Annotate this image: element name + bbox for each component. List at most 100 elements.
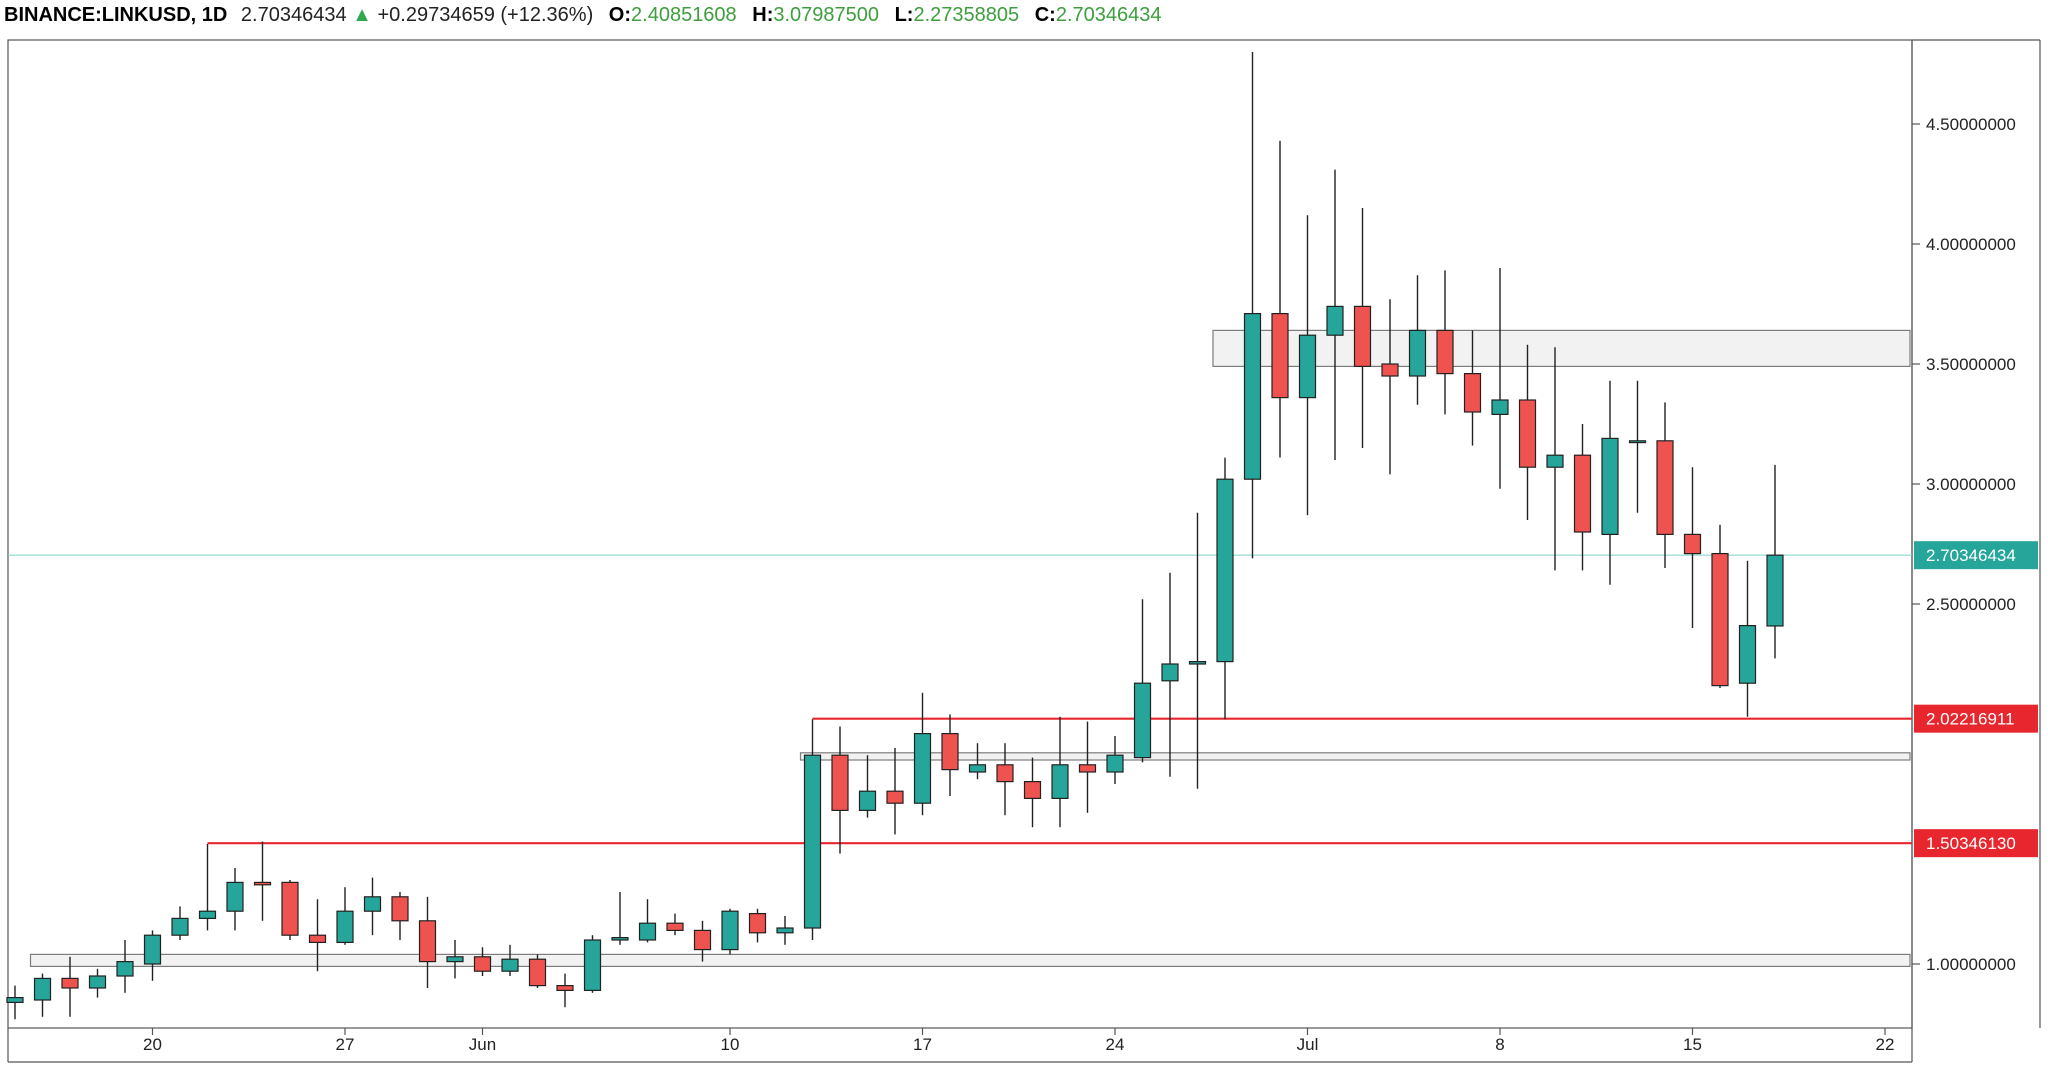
high-value: 3.07987500 [773, 4, 880, 26]
candle-body [748, 912, 767, 934]
up-triangle-icon: ▲ [352, 4, 372, 26]
candle-body [913, 732, 932, 804]
x-tick-label: 10 [721, 1035, 740, 1054]
candle-body [1408, 329, 1427, 377]
candle-body [143, 934, 162, 965]
y-tick-label: 4.00000000 [1926, 235, 2016, 254]
level-tag-0-bg [1914, 704, 2038, 733]
level-tag-1-bg [1914, 829, 2038, 858]
candle-body [1491, 399, 1509, 415]
candle-body [1546, 454, 1564, 468]
candle-body [61, 977, 79, 989]
open-value: 2.40851608 [631, 4, 737, 26]
candle-body [171, 917, 189, 936]
low-label: L: [894, 4, 914, 26]
candle-body [1271, 313, 1289, 399]
candle-body [198, 910, 217, 920]
candle-body [446, 956, 464, 963]
candle-body [1601, 437, 1619, 535]
candle-body [253, 881, 272, 886]
candle-body [1628, 440, 1647, 444]
level-tag-0: 2.02216911 [1926, 710, 2015, 729]
y-tick-label: 3.50000000 [1926, 355, 2016, 374]
candle-body [281, 881, 299, 936]
candle-body [1683, 533, 1702, 555]
x-tick-label: 20 [143, 1035, 162, 1054]
y-tick-label: 3.00000000 [1926, 475, 2016, 494]
candle-body [116, 960, 134, 977]
candle-body [1573, 454, 1592, 533]
candle-body [1051, 764, 1069, 799]
candle-body [666, 922, 684, 932]
candle-body [556, 984, 574, 991]
x-tick-label: 24 [1106, 1035, 1125, 1054]
plot-frame [7, 39, 1913, 1029]
low-value: 2.27358805 [913, 4, 1020, 26]
candle-body [33, 977, 52, 1001]
x-tick-label: 17 [913, 1035, 932, 1054]
candle-body [1738, 624, 1757, 684]
candle-body [1078, 764, 1097, 773]
candle-body [1766, 554, 1784, 627]
candle-body [336, 910, 354, 944]
zone-box-2 [29, 953, 1911, 968]
candle-body [721, 910, 739, 951]
candle-body [391, 896, 409, 922]
candle-body [308, 934, 327, 944]
candle-body [1298, 334, 1317, 399]
y-tick-label: 2.50000000 [1926, 595, 2016, 614]
y-tick-label: 4.50000000 [1926, 115, 2016, 134]
x-tick-label: Jun [469, 1035, 496, 1054]
candle-body [363, 896, 382, 912]
candle-body [968, 764, 987, 773]
x-tick-label: 15 [1683, 1035, 1702, 1054]
candle-body [1711, 552, 1729, 687]
candle-body [638, 922, 657, 941]
x-tick-label: 8 [1495, 1035, 1504, 1054]
candle-body [1106, 754, 1124, 773]
open-label: O: [608, 4, 632, 26]
candle-body [1326, 305, 1344, 336]
candle-body [501, 958, 519, 972]
y-tick-label: 1.00000000 [1926, 955, 2016, 974]
close-label: C: [1034, 4, 1056, 26]
candle-body [88, 975, 107, 989]
last-price-tag-bg [1914, 541, 2038, 570]
zone-box-1 [799, 752, 1911, 761]
level-tag-1: 1.50346130 [1926, 834, 2016, 853]
last-price-value: 2.70346434 [240, 4, 347, 26]
candle-body [1188, 660, 1207, 665]
candle-body [1216, 478, 1234, 663]
candle-body [941, 732, 959, 771]
candle-body [528, 958, 547, 987]
x-tick-label: 27 [336, 1035, 355, 1054]
candle-body [1518, 399, 1537, 468]
candle-body [611, 936, 629, 941]
candle-body [418, 920, 437, 963]
chart-header: BINANCE:LINKUSD, 1D 2.70346434 ▲ +0.2973… [4, 0, 1162, 30]
candle-body [1381, 363, 1399, 377]
candle-body [693, 929, 712, 951]
symbol-label: BINANCE:LINKUSD, 1D [4, 4, 228, 26]
last-price-tag: 2.70346434 [1926, 546, 2016, 565]
candle-body [1023, 780, 1042, 799]
candle-body [803, 754, 822, 929]
candle-body [1353, 305, 1372, 367]
change-value: +0.29734659 (+12.36%) [377, 4, 594, 26]
candle-body [1161, 663, 1179, 682]
candle-body [1463, 373, 1482, 413]
candle-body [583, 939, 602, 992]
x-tick-label: Jul [1297, 1035, 1319, 1054]
candle-body [996, 764, 1014, 783]
candle-body [1243, 313, 1262, 480]
candle-body [886, 790, 904, 804]
candle-body [1133, 682, 1152, 759]
candle-body [1656, 440, 1674, 535]
candle-body [226, 881, 244, 912]
close-value: 2.70346434 [1055, 4, 1162, 26]
candle-body [1436, 329, 1454, 375]
candle-body [858, 790, 877, 812]
high-label: H: [752, 4, 774, 26]
zone-box-0 [1212, 329, 1911, 367]
